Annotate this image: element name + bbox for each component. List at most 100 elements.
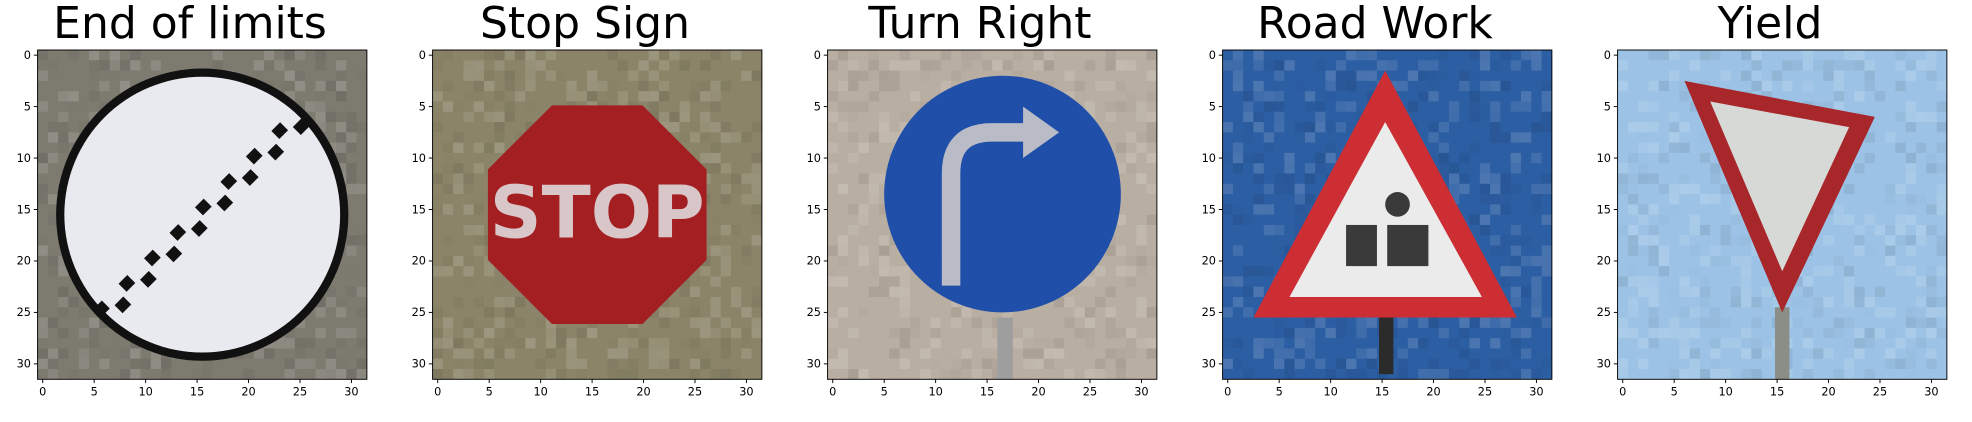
octagon xyxy=(487,105,707,324)
axes-frame xyxy=(827,49,1158,380)
subplot-yield-sign: Yield 0 5 10 15 20 25 30 0 5 10 15 20 25 30 xyxy=(1580,0,1960,422)
x-tick-label: 15 xyxy=(980,385,994,398)
x-tick-label: 10 xyxy=(1323,385,1337,398)
y-tick-label: 10 xyxy=(412,152,426,165)
y-tick-label: 10 xyxy=(1597,152,1611,165)
y-tick-label: 30 xyxy=(1202,358,1216,371)
x-tick-label: 20 xyxy=(1031,385,1045,398)
y-tick-label: 0 xyxy=(814,49,821,62)
x-tick-label: 0 xyxy=(1619,385,1626,398)
y-tick-label: 15 xyxy=(17,203,31,216)
x-tick-label: 30 xyxy=(1529,385,1543,398)
x-tick-label: 30 xyxy=(739,385,753,398)
y-tick-label: 25 xyxy=(17,306,31,319)
triangle-face xyxy=(1710,101,1850,272)
y-tick-label: 10 xyxy=(17,152,31,165)
subplot-title: Road Work xyxy=(1257,0,1493,49)
x-tick-label: 5 xyxy=(881,385,888,398)
subplot-end-of-limits-sign: End of limits 0 5 10 15 20 25 30 0 5 10 15 20 25 30 xyxy=(0,0,380,422)
y-tick-label: 0 xyxy=(1209,49,1216,62)
subplot-title: Yield xyxy=(1717,0,1823,49)
x-tick-label: 30 xyxy=(1924,385,1938,398)
subplot-title: Stop Sign xyxy=(480,0,690,49)
subplot-axes: 0 5 10 15 20 25 30 0 5 10 15 20 25 30 xyxy=(1597,49,1948,398)
road-work-sign xyxy=(1222,50,1552,380)
y-tick-label: 25 xyxy=(1202,306,1216,319)
y-tick-label: 0 xyxy=(419,49,426,62)
end-of-limits-sign xyxy=(37,50,367,380)
x-tick-label: 5 xyxy=(486,385,493,398)
y-tick-label: 10 xyxy=(807,152,821,165)
x-tick-label: 15 xyxy=(585,385,599,398)
triangle-face xyxy=(1289,122,1482,297)
y-tick-label: 25 xyxy=(412,306,426,319)
diagonal-stripe xyxy=(93,118,310,318)
y-tick-label: 25 xyxy=(807,306,821,319)
y-tick-label: 20 xyxy=(1597,255,1611,268)
turn-right-sign xyxy=(827,50,1157,380)
x-tick-label: 25 xyxy=(1083,385,1097,398)
subplot-turn-right-sign: Turn Right 0 5 10 15 20 25 30 0 5 10 15 20 25 30 xyxy=(790,0,1170,422)
x-tick-label: 0 xyxy=(829,385,836,398)
yield-sign xyxy=(1617,50,1947,380)
x-tick-label: 30 xyxy=(344,385,358,398)
x-tick-label: 0 xyxy=(39,385,46,398)
x-tick-label: 10 xyxy=(533,385,547,398)
y-tick-label: 15 xyxy=(412,203,426,216)
worker-figure xyxy=(1346,192,1429,267)
x-tick-label: 0 xyxy=(434,385,441,398)
subplot-road-work-sign: Road Work 0 5 10 15 20 25 30 0 5 10 15 20 25 30 xyxy=(1185,0,1565,422)
x-tick-label: 15 xyxy=(1770,385,1784,398)
x-tick-label: 15 xyxy=(190,385,204,398)
y-tick-label: 0 xyxy=(24,49,31,62)
y-tick-label: 5 xyxy=(1604,100,1611,113)
x-tick-label: 5 xyxy=(1276,385,1283,398)
x-tick-label: 5 xyxy=(1671,385,1678,398)
y-tick-label: 30 xyxy=(17,358,31,371)
x-tick-label: 10 xyxy=(928,385,942,398)
x-tick-label: 20 xyxy=(241,385,255,398)
subplot-axes: STOP 0 5 10 15 20 25 30 0 5 10 15 20 25 30 xyxy=(412,49,763,398)
y-tick-label: 5 xyxy=(419,100,426,113)
x-tick-label: 20 xyxy=(1821,385,1835,398)
y-tick-label: 25 xyxy=(1597,306,1611,319)
blue-disc xyxy=(884,75,1121,313)
y-tick-label: 5 xyxy=(24,100,31,113)
y-tick-label: 30 xyxy=(1597,358,1611,371)
x-tick-label: 25 xyxy=(1873,385,1887,398)
subplot-axes: 0 5 10 15 20 25 30 0 5 10 15 20 25 30 xyxy=(17,49,368,398)
stop-sign: STOP xyxy=(432,50,762,380)
x-tick-label: 10 xyxy=(1718,385,1732,398)
y-tick-label: 15 xyxy=(807,203,821,216)
x-tick-label: 25 xyxy=(293,385,307,398)
y-tick-label: 30 xyxy=(412,358,426,371)
subplot-stop-sign: Stop Sign STOP 0 5 10 15 20 25 30 0 5 10 15 20 25 30 xyxy=(395,0,775,422)
pole xyxy=(1378,307,1394,375)
subplot-title: End of limits xyxy=(53,0,327,49)
x-tick-label: 10 xyxy=(138,385,152,398)
stop-lettering: STOP xyxy=(490,170,705,254)
y-tick-label: 20 xyxy=(17,255,31,268)
x-tick-label: 25 xyxy=(688,385,702,398)
x-tick-label: 20 xyxy=(1426,385,1440,398)
y-tick-label: 20 xyxy=(1202,255,1216,268)
y-tick-label: 5 xyxy=(814,100,821,113)
y-tick-label: 20 xyxy=(807,255,821,268)
right-arrow xyxy=(941,123,1033,286)
y-tick-label: 20 xyxy=(412,255,426,268)
axes-frame xyxy=(37,49,368,380)
axes-frame xyxy=(432,49,763,380)
x-tick-label: 20 xyxy=(636,385,650,398)
subplot-axes: 0 5 10 15 20 25 30 0 5 10 15 20 25 30 xyxy=(1202,49,1553,398)
y-tick-label: 0 xyxy=(1604,49,1611,62)
x-tick-label: 5 xyxy=(91,385,98,398)
y-tick-label: 15 xyxy=(1202,203,1216,216)
y-tick-label: 5 xyxy=(1209,100,1216,113)
y-tick-label: 30 xyxy=(807,358,821,371)
y-tick-label: 10 xyxy=(1202,152,1216,165)
y-tick-label: 15 xyxy=(1597,203,1611,216)
axes-frame xyxy=(1617,49,1948,380)
axes-frame xyxy=(1222,49,1553,380)
x-tick-label: 25 xyxy=(1478,385,1492,398)
subplot-axes: 0 5 10 15 20 25 30 0 5 10 15 20 25 30 xyxy=(807,49,1158,398)
